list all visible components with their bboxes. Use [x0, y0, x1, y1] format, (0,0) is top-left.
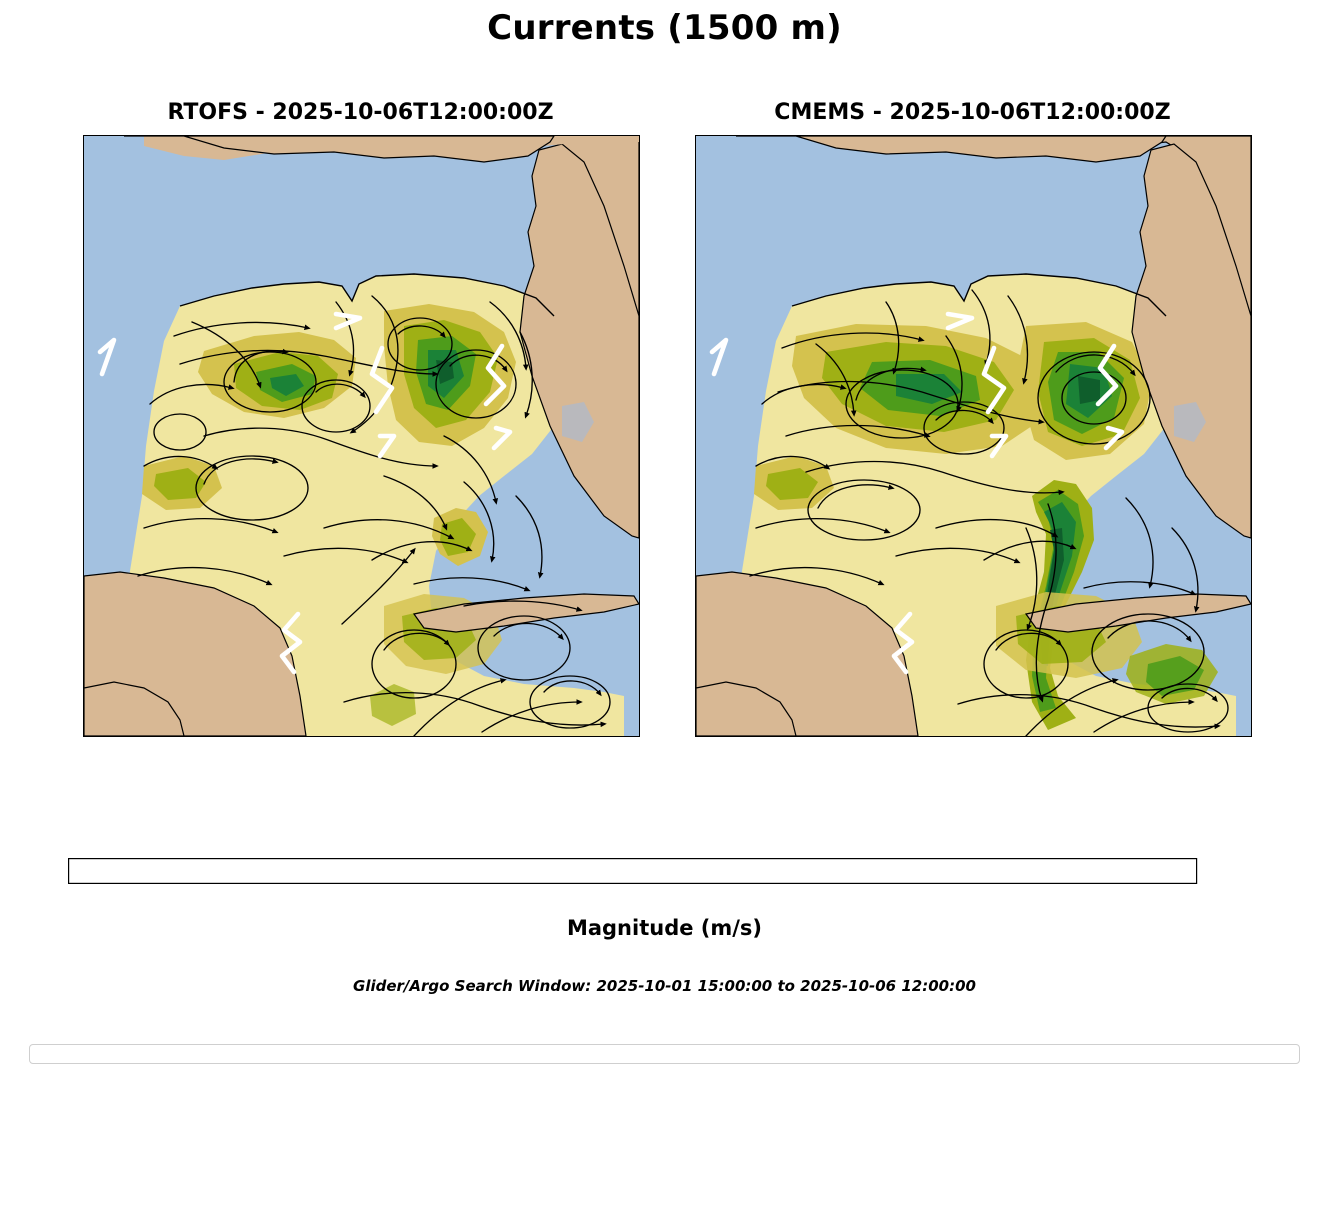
map-cmems [696, 136, 1251, 736]
map-rtofs [84, 136, 639, 736]
colorbar-gradient [68, 858, 1198, 884]
legend[interactable] [29, 1044, 1300, 1064]
panel-title-cmems: CMEMS - 2025-10-06T12:00:00Z [774, 100, 1171, 125]
map-panel-cmems[interactable] [695, 135, 1252, 737]
page-title: Currents (1500 m) [487, 8, 842, 48]
panel-title-rtofs: RTOFS - 2025-10-06T12:00:00Z [167, 100, 554, 125]
colorbar-title: Magnitude (m/s) [566, 916, 763, 940]
map-panel-rtofs[interactable] [83, 135, 640, 737]
colorbar[interactable] [68, 858, 1263, 884]
search-window-caption: Glider/Argo Search Window: 2025-10-01 15… [353, 977, 976, 995]
